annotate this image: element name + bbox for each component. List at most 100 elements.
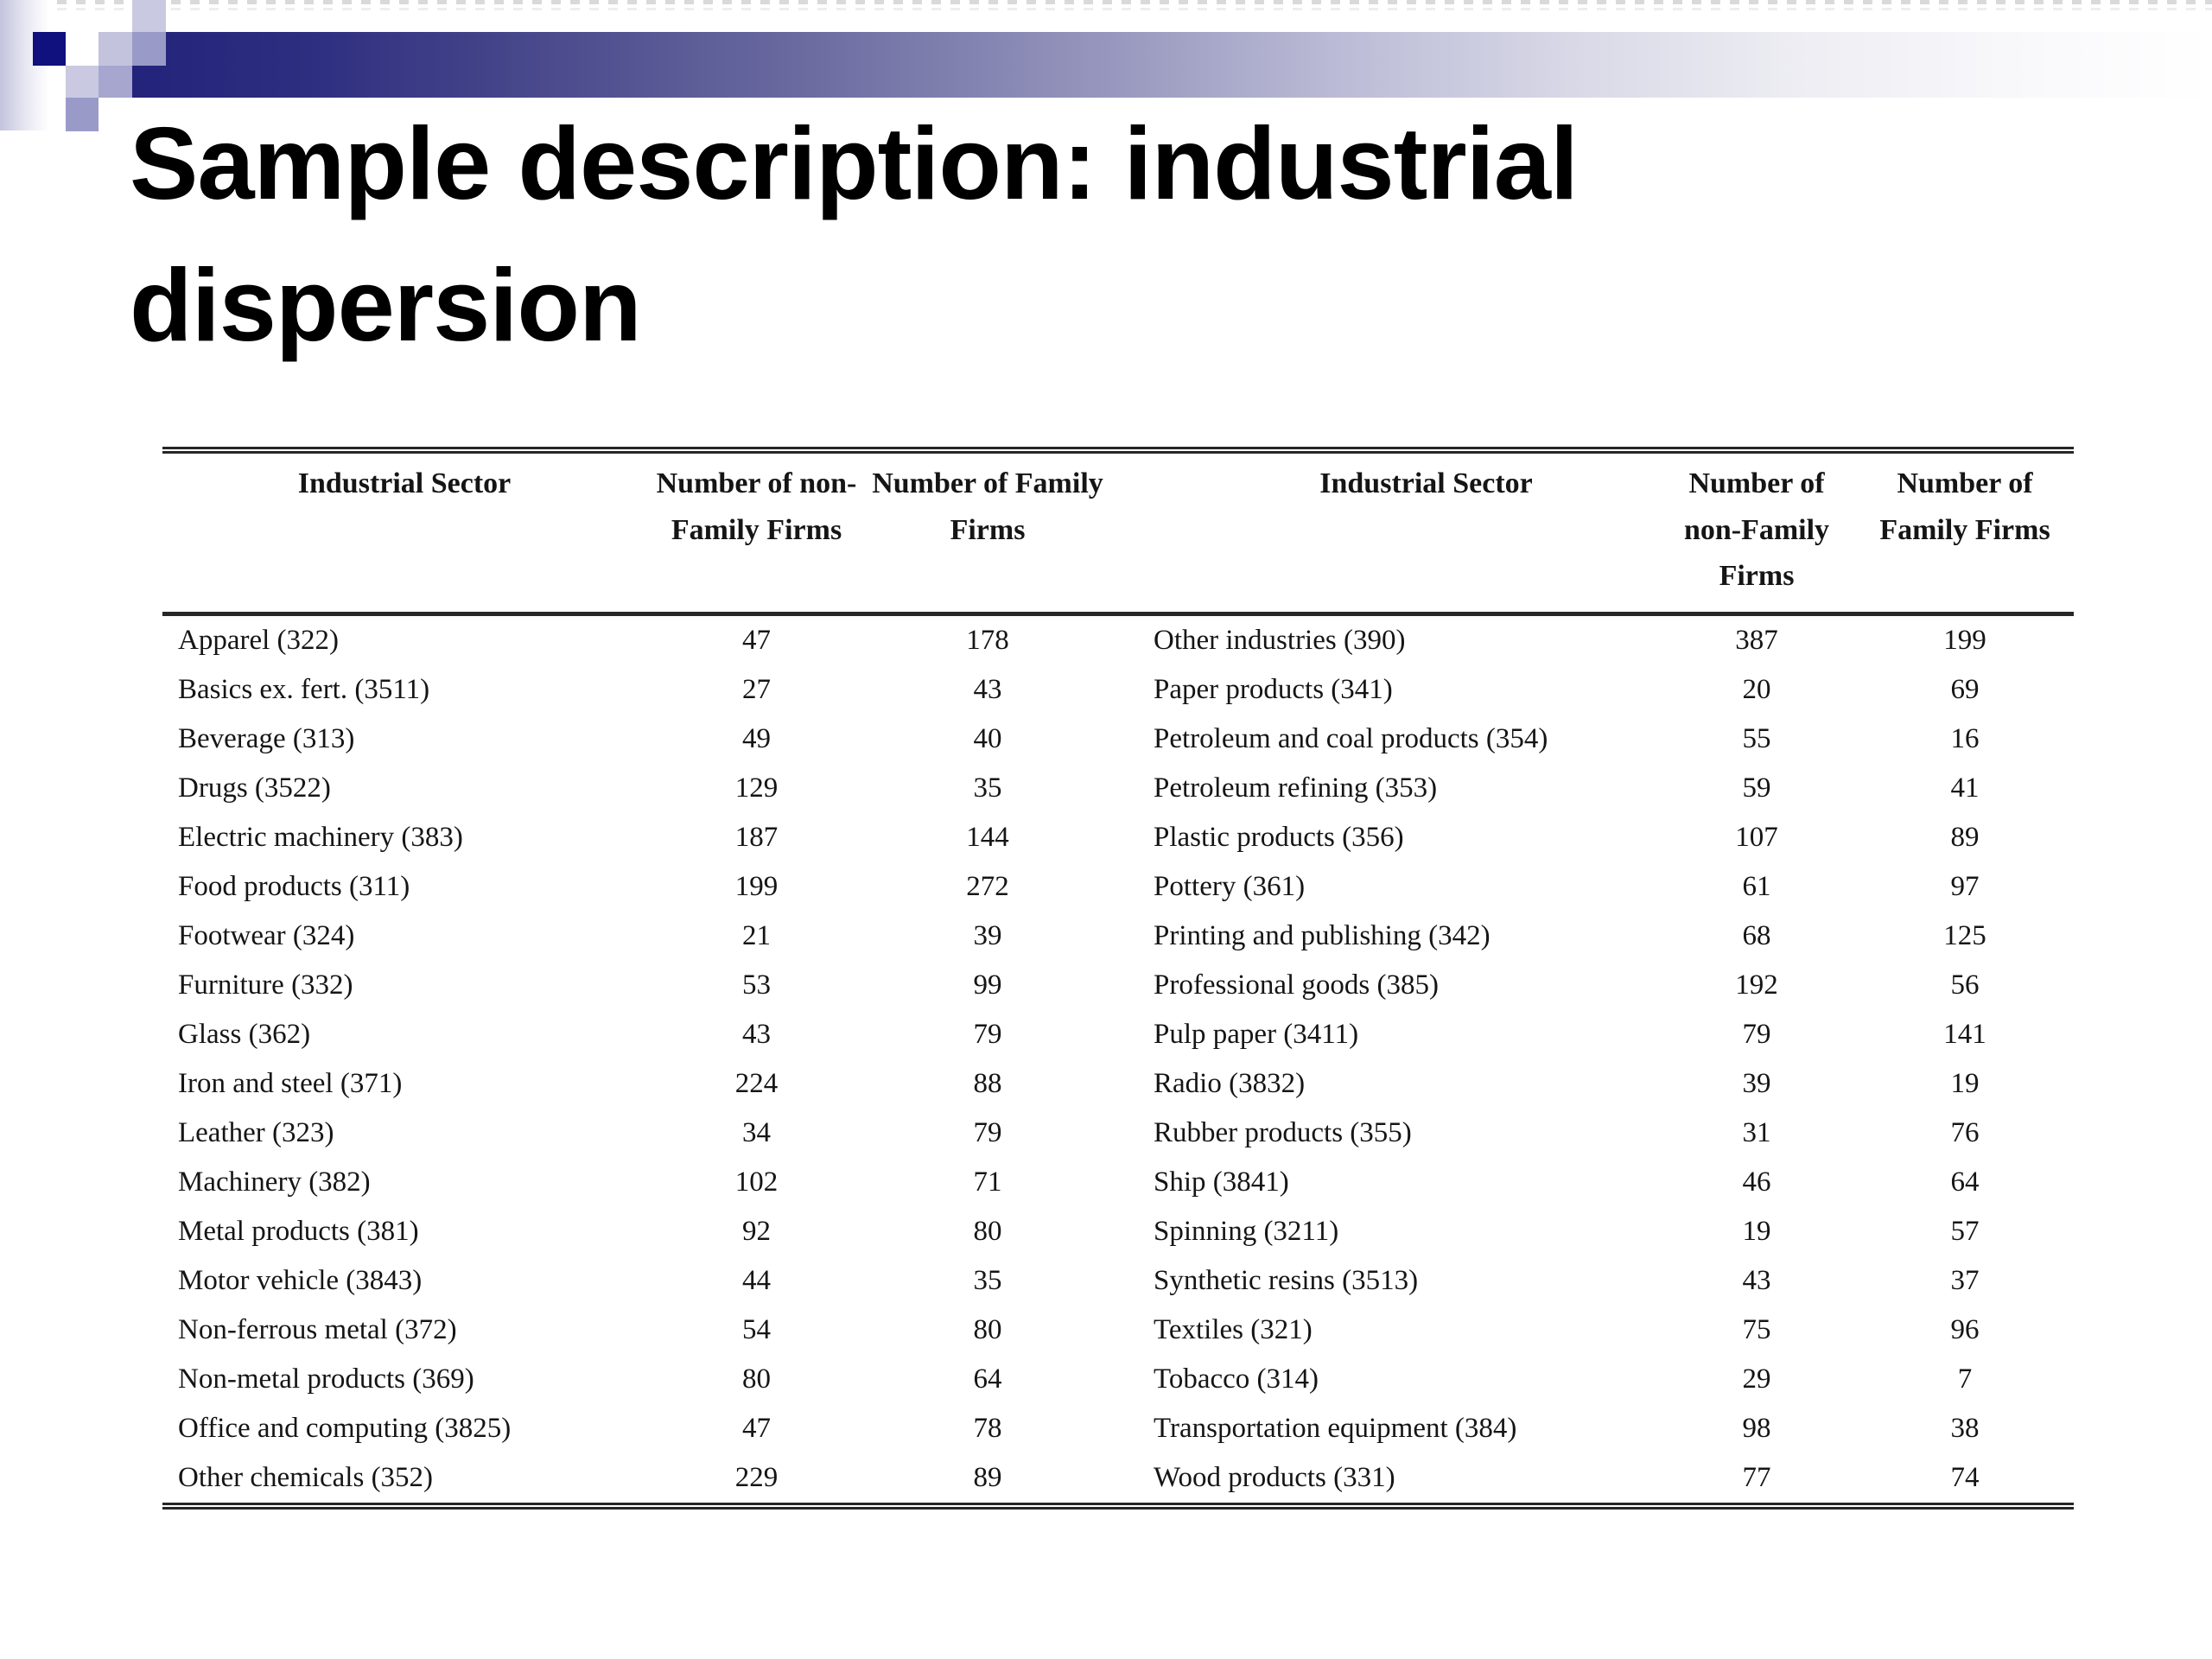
sector-cell: Drugs (3522): [178, 772, 331, 804]
non-family-count: 47: [742, 1413, 771, 1445]
sector-cell: Iron and steel (371): [178, 1068, 403, 1100]
header-non-family-right: Number of non-Family Firms: [1657, 450, 1856, 617]
sector-cell: Radio (3832): [1154, 1068, 1306, 1100]
non-family-count: 31: [1742, 1117, 1771, 1149]
slide-title-line1: Sample description: industrial: [130, 106, 1579, 221]
family-count: 57: [1950, 1216, 1980, 1248]
sector-cell: Non-ferrous metal (372): [178, 1314, 457, 1346]
table-row: Glass (362) 43 79 Pulp paper (3411) 79 141: [162, 1010, 2074, 1059]
table-body: Apparel (322) 47 178 Other industries (390)…: [162, 614, 2074, 1507]
slide-title-line2: dispersion: [130, 248, 642, 364]
sector-cell: Beverage (313): [178, 723, 355, 755]
family-count: 141: [1943, 1019, 1986, 1051]
sector-cell: Pottery (361): [1154, 871, 1306, 903]
sector-cell: Paper products (341): [1154, 674, 1393, 706]
non-family-count: 49: [742, 723, 771, 755]
deco-square-pale-top: [132, 0, 166, 32]
title-gradient-bar: [132, 32, 2212, 98]
sector-cell: Glass (362): [178, 1019, 311, 1051]
table-header-row: Industrial Sector Number of non-Family F…: [162, 450, 2074, 617]
sector-cell: Petroleum and coal products (354): [1154, 723, 1548, 755]
non-family-count: 53: [742, 969, 771, 1001]
sector-cell: Metal products (381): [178, 1216, 419, 1248]
table-row: Metal products (381) 92 80 Spinning (3211) 1…: [162, 1207, 2074, 1256]
top-dashed-border: [0, 0, 2212, 4]
sector-cell: Textiles (321): [1154, 1314, 1313, 1346]
non-family-count: 54: [742, 1314, 771, 1346]
table-row: Apparel (322) 47 178 Other industries (390)…: [162, 614, 2074, 666]
family-count: 89: [973, 1462, 1002, 1494]
non-family-count: 47: [742, 625, 771, 657]
table-row: Footwear (324) 21 39 Printing and publishin…: [162, 912, 2074, 961]
family-count: 39: [973, 920, 1002, 952]
family-count: 96: [1950, 1314, 1980, 1346]
family-count: 79: [973, 1117, 1002, 1149]
family-count: 272: [966, 871, 1009, 903]
non-family-count: 79: [1742, 1019, 1771, 1051]
table-row: Beverage (313) 49 40 Petroleum and coal pro…: [162, 715, 2074, 764]
family-count: 35: [973, 1265, 1002, 1297]
table-row: Basics ex. fert. (3511) 27 43 Paper product…: [162, 665, 2074, 715]
non-family-count: 61: [1742, 871, 1771, 903]
header-family-left: Number of Family Firms: [867, 450, 1109, 617]
sector-cell: Motor vehicle (3843): [178, 1265, 423, 1297]
family-count: 7: [1957, 1363, 1973, 1395]
non-family-count: 21: [742, 920, 771, 952]
sector-cell: Plastic products (356): [1154, 822, 1404, 854]
family-count: 199: [1943, 625, 1986, 657]
non-family-count: 34: [742, 1117, 771, 1149]
non-family-count: 19: [1742, 1216, 1771, 1248]
top-dashed-border-secondary: [0, 8, 2212, 10]
family-count: 125: [1943, 920, 1986, 952]
non-family-count: 68: [1742, 920, 1771, 952]
deco-square-pale: [66, 66, 99, 98]
sector-cell: Leather (323): [178, 1117, 334, 1149]
non-family-count: 199: [734, 871, 779, 903]
sector-cell: Ship (3841): [1154, 1166, 1289, 1198]
sector-cell: Printing and publishing (342): [1154, 920, 1491, 952]
family-count: 16: [1950, 723, 1980, 755]
non-family-count: 102: [734, 1166, 779, 1198]
non-family-count: 107: [1735, 822, 1778, 854]
slide-title: Sample description: industrial dispersio…: [130, 93, 2082, 377]
sector-cell: Furniture (332): [178, 969, 353, 1001]
table-row: Motor vehicle (3843) 44 35 Synthetic resins…: [162, 1256, 2074, 1306]
non-family-count: 46: [1742, 1166, 1771, 1198]
table-row: Drugs (3522) 129 35 Petroleum refining (353…: [162, 764, 2074, 813]
industry-table: Industrial Sector Number of non-Family F…: [162, 447, 2074, 1510]
family-count: 79: [973, 1019, 1002, 1051]
family-count: 19: [1950, 1068, 1980, 1100]
sector-cell: Office and computing (3825): [178, 1413, 512, 1445]
header-industrial-sector-left: Industrial Sector: [162, 450, 646, 617]
sector-cell: Machinery (382): [178, 1166, 371, 1198]
sector-cell: Electric machinery (383): [178, 822, 463, 854]
sector-cell: Pulp paper (3411): [1154, 1019, 1359, 1051]
family-count: 88: [973, 1068, 1002, 1100]
non-family-count: 43: [742, 1019, 771, 1051]
family-count: 144: [966, 822, 1009, 854]
family-count: 89: [1950, 822, 1980, 854]
non-family-count: 229: [734, 1462, 779, 1494]
header-non-family-left: Number of non-Family Firms: [646, 450, 867, 617]
family-count: 78: [973, 1413, 1002, 1445]
header-industrial-sector-right: Industrial Sector: [1109, 450, 1657, 617]
family-count: 97: [1950, 871, 1980, 903]
sector-cell: Other industries (390): [1154, 625, 1406, 657]
non-family-count: 387: [1735, 625, 1778, 657]
deco-square-mid2: [99, 66, 132, 98]
family-count: 37: [1950, 1265, 1980, 1297]
non-family-count: 129: [734, 772, 779, 804]
family-count: 35: [973, 772, 1002, 804]
deco-square-mid3: [66, 98, 99, 131]
non-family-count: 43: [1742, 1265, 1771, 1297]
non-family-count: 92: [742, 1216, 771, 1248]
sector-cell: Footwear (324): [178, 920, 355, 952]
table-row: Electric machinery (383) 187 144 Plastic pr…: [162, 813, 2074, 862]
sector-cell: Rubber products (355): [1154, 1117, 1412, 1149]
sector-cell: Transportation equipment (384): [1154, 1413, 1517, 1445]
sector-cell: Tobacco (314): [1154, 1363, 1319, 1395]
sector-cell: Petroleum refining (353): [1154, 772, 1438, 804]
deco-square-mid: [132, 32, 166, 66]
family-count: 178: [966, 625, 1009, 657]
non-family-count: 55: [1742, 723, 1771, 755]
